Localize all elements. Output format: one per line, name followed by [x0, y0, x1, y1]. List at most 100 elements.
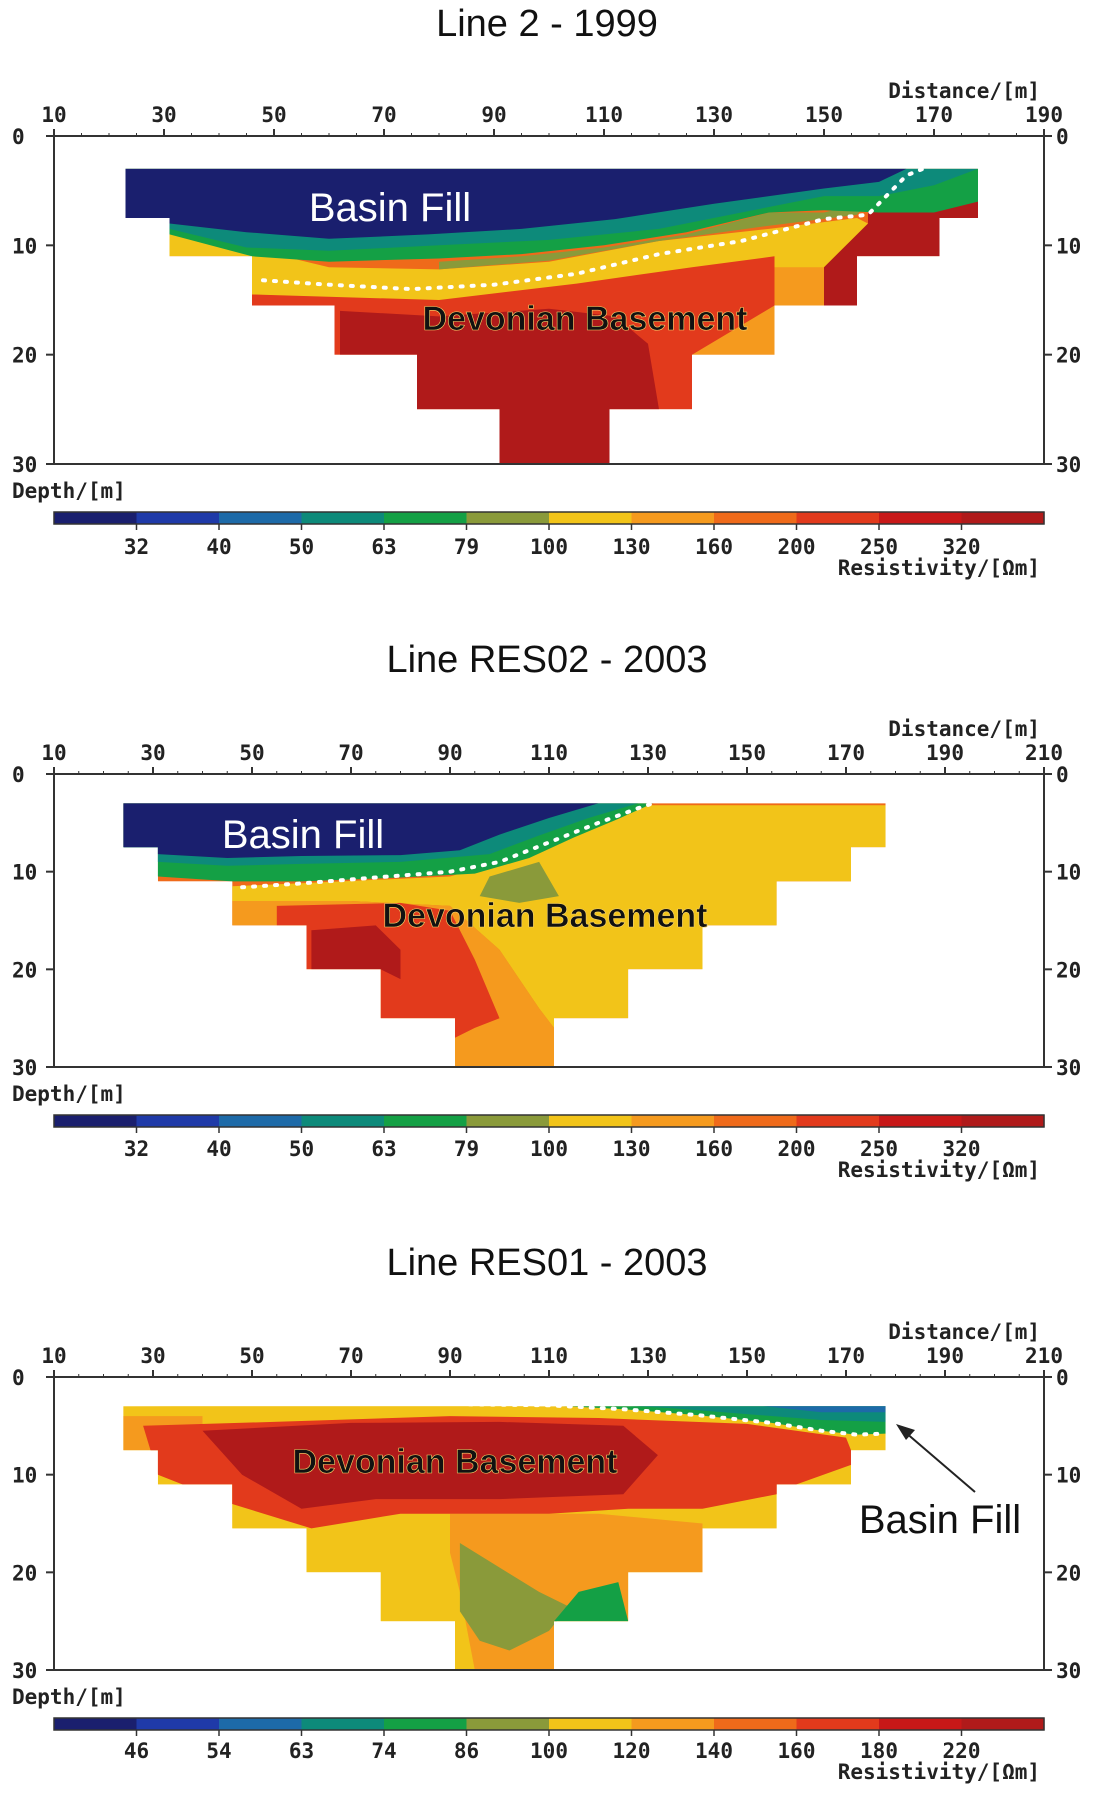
annotation-label: Basin Fill: [859, 1498, 1021, 1542]
chart-title: Line RES02 - 2003: [386, 639, 707, 681]
y-tick-label-left: 20: [12, 958, 37, 982]
colorbar-tick-label: 50: [289, 1137, 314, 1161]
y-tick-label-right: 0: [1056, 763, 1069, 787]
colorbar-swatch: [219, 512, 303, 524]
colorbar-tick-label: 160: [695, 535, 733, 559]
colorbar-swatch: [714, 1718, 798, 1730]
cool-layer-5: [747, 1406, 886, 1413]
x-tick-label: 30: [151, 103, 176, 127]
colorbar-swatch: [549, 512, 633, 524]
colorbar-swatch: [796, 1718, 880, 1730]
x-tick-label: 110: [585, 103, 623, 127]
x-tick-label: 150: [728, 741, 766, 765]
colorbar-tick-label: 40: [206, 1137, 231, 1161]
colorbar-swatch: [54, 512, 138, 524]
basin-fill-arrow-head: [896, 1424, 915, 1440]
cool-layer-1: [479, 861, 559, 903]
colorbar-swatch: [384, 512, 468, 524]
x-tick-label: 130: [629, 1344, 667, 1368]
colorbar-swatch: [384, 1115, 468, 1127]
x-tick-label: 190: [1025, 103, 1063, 127]
colorbar-swatch: [219, 1115, 303, 1127]
x-tick-label: 210: [1025, 1344, 1063, 1368]
colorbar-tick-label: 63: [371, 535, 396, 559]
x-tick-label: 190: [926, 1344, 964, 1368]
colorbar-tick-label: 32: [124, 1137, 149, 1161]
colorbar-tick-label: 130: [613, 1137, 651, 1161]
resistivity-zone-2: [340, 308, 659, 464]
annotation-label: Devonian Basement: [423, 300, 748, 338]
x-tick-label: 170: [827, 741, 865, 765]
x-tick-label: 110: [530, 1344, 568, 1368]
chart-panel-2: Line RES02 - 2003 10 30 50 70 90 110 130 150 170 1…: [12, 639, 1081, 1182]
colorbar-swatch: [301, 512, 385, 524]
colorbar-tick-label: 180: [860, 1739, 898, 1763]
y-tick-label-right: 0: [1056, 125, 1069, 149]
y-tick-label-left: 0: [12, 125, 25, 149]
colorbar-tick-label: 32: [124, 535, 149, 559]
chart-panel-1: Line 2 - 1999 10 30 50 70 90 110 130 150 170 190Di…: [12, 3, 1081, 580]
colorbar-tick-label: 100: [530, 1137, 568, 1161]
colorbar-swatch: [879, 1115, 963, 1127]
basin-fill-interface-line: [261, 166, 925, 292]
colorbar-swatch: [466, 1115, 550, 1127]
resistivity-section: [125, 168, 978, 465]
y-tick-label-right: 20: [1056, 1561, 1081, 1585]
annotation-label: Devonian Basement: [383, 897, 708, 935]
y-tick-label-right: 30: [1056, 1659, 1081, 1683]
x-tick-label: 130: [695, 103, 733, 127]
colorbar-swatch: [301, 1718, 385, 1730]
colorbar-tick-label: 40: [206, 535, 231, 559]
x-tick-label: 10: [41, 103, 66, 127]
colorbar-swatch: [54, 1115, 138, 1127]
colorbar-swatch: [631, 1115, 715, 1127]
colorbar-label: Resistivity/[Ωm]: [838, 1158, 1040, 1182]
y-tick-label-left: 30: [12, 453, 37, 477]
colorbar-label: Resistivity/[Ωm]: [838, 1760, 1040, 1784]
x-tick-label: 90: [481, 103, 506, 127]
colorbar-tick-label: 160: [695, 1137, 733, 1161]
y-axis-label: Depth/[m]: [12, 479, 126, 503]
warm-layer-1: [232, 805, 886, 1028]
x-tick-label: 30: [140, 741, 165, 765]
colorbar-tick-label: 120: [613, 1739, 651, 1763]
resistivity-section: [123, 1406, 886, 1670]
colorbar-tick-label: 130: [613, 535, 651, 559]
x-tick-label: 10: [41, 1344, 66, 1368]
annotation-label: Basin Fill: [309, 186, 471, 230]
cool-layer-1: [439, 201, 868, 270]
y-tick-label-right: 30: [1056, 453, 1081, 477]
colorbar-tick-label: 250: [860, 1137, 898, 1161]
x-tick-label: 10: [41, 741, 66, 765]
chart-title: Line RES01 - 2003: [386, 1242, 707, 1284]
cool-layer-2: [554, 1582, 629, 1622]
x-tick-label: 50: [239, 1344, 264, 1368]
colorbar-tick-label: 160: [778, 1739, 816, 1763]
y-tick-label-left: 30: [12, 1056, 37, 1080]
x-tick-label: 130: [629, 741, 667, 765]
x-tick-label: 50: [239, 741, 264, 765]
x-tick-label: 190: [926, 741, 964, 765]
colorbar-swatch: [961, 1115, 1045, 1127]
colorbar-swatch: [879, 1718, 963, 1730]
basin-fill-interface-line: [467, 1402, 888, 1437]
colorbar-swatch: [796, 1115, 880, 1127]
y-axis-label: Depth/[m]: [12, 1685, 126, 1709]
y-tick-label-left: 10: [12, 1464, 37, 1488]
x-tick-label: 50: [261, 103, 286, 127]
colorbar-tick-label: 63: [371, 1137, 396, 1161]
x-tick-label: 90: [437, 1344, 462, 1368]
annotation-label: Basin Fill: [222, 813, 384, 857]
x-tick-label: 150: [805, 103, 843, 127]
colorbar-swatch: [136, 1115, 220, 1127]
colorbar-tick-label: 320: [943, 535, 981, 559]
resistivity-zone-2: [202, 1421, 658, 1509]
y-tick-label-left: 10: [12, 861, 37, 885]
colorbar-tick-label: 54: [206, 1739, 231, 1763]
colorbar-swatch: [384, 1718, 468, 1730]
chart-panel-3: Line RES01 - 2003 10 30 50 70 90 110 130 150 170 1…: [12, 1242, 1081, 1784]
x-tick-label: 90: [437, 741, 462, 765]
colorbar-swatch: [136, 1718, 220, 1730]
colorbar-tick-label: 140: [695, 1739, 733, 1763]
colorbar-tick-label: 100: [530, 535, 568, 559]
